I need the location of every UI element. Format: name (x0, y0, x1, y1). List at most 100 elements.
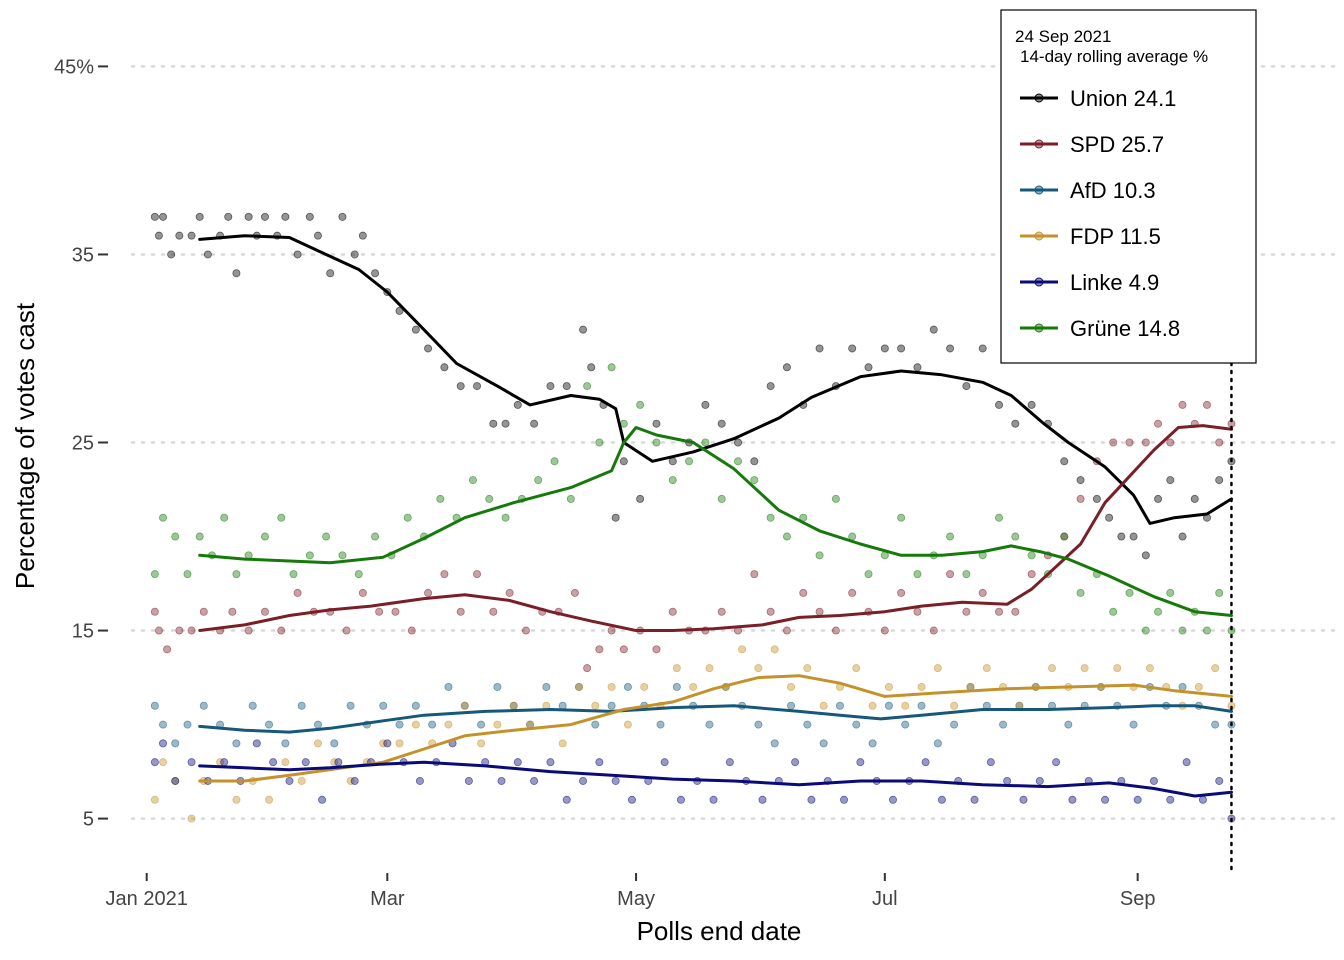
points-afd (150, 682, 1236, 748)
poll-point-union (175, 231, 184, 240)
poll-point-spd (799, 588, 808, 597)
poll-point-linke (1052, 758, 1061, 767)
poll-point-fdp (1113, 664, 1122, 673)
poll-point-fdp (607, 682, 616, 691)
poll-point-fdp (884, 682, 893, 691)
poll-point-grune (583, 382, 592, 391)
poll-point-union (962, 382, 971, 391)
poll-point-fdp (1194, 682, 1203, 691)
poll-point-grune (338, 551, 347, 560)
poll-point-spd (342, 626, 351, 635)
legend-key-point-grune (1034, 323, 1044, 333)
poll-point-linke (546, 758, 555, 767)
poll-point-grune (322, 532, 331, 541)
trend-line-linke (198, 760, 1233, 798)
legend-label-union: Union 24.1 (1070, 86, 1176, 111)
poll-point-fdp (819, 701, 828, 710)
poll-point-union (750, 457, 759, 466)
poll-point-afd (199, 701, 208, 710)
poll-point-union (717, 419, 726, 428)
poll-point-linke (252, 739, 261, 748)
poll-point-union (224, 212, 233, 221)
poll-point-linke (497, 776, 506, 785)
poll-point-union (326, 269, 335, 278)
poll-point-linke (159, 739, 168, 748)
points-union (150, 212, 1236, 560)
legend-key-point-spd (1034, 139, 1044, 149)
poll-point-union (995, 400, 1004, 409)
poll-point-union (159, 212, 168, 221)
poll-point-linke (1215, 776, 1224, 785)
poll-point-union (1076, 476, 1085, 485)
poll-point-afd (159, 720, 168, 729)
poll-point-union (440, 363, 449, 372)
poll-point-grune (501, 513, 510, 522)
poll-point-afd (411, 701, 420, 710)
poll-point-grune (701, 438, 710, 447)
poll-point-grune (607, 363, 616, 372)
poll-point-grune (1125, 588, 1134, 597)
poll-point-afd (395, 720, 404, 729)
legend-label-spd: SPD 25.7 (1070, 132, 1164, 157)
legend-key-point-afd (1034, 185, 1044, 195)
poll-point-union (473, 382, 482, 391)
poll-point-afd (542, 682, 551, 691)
poll-point-union (897, 344, 906, 353)
poll-point-union (489, 419, 498, 428)
poll-point-fdp (803, 664, 812, 673)
poll-point-spd (848, 588, 857, 597)
poll-point-afd (835, 701, 844, 710)
poll-point-afd (428, 720, 437, 729)
poll-point-spd (607, 626, 616, 635)
poll-point-grune (305, 551, 314, 560)
poll-point-spd (489, 607, 498, 616)
poll-point-union (1092, 494, 1101, 503)
poll-point-linke (513, 758, 522, 767)
poll-point-union (546, 382, 555, 391)
poll-point-grune (289, 570, 298, 579)
poll-point-linke (970, 795, 979, 804)
poll-point-grune (897, 513, 906, 522)
poll-point-spd (880, 626, 889, 635)
gridlines (130, 65, 1342, 820)
poll-point-grune (782, 532, 791, 541)
poll-point-spd (717, 607, 726, 616)
poll-point-fdp (591, 701, 600, 710)
poll-point-spd (407, 626, 416, 635)
poll-point-spd (1166, 438, 1175, 447)
poll-point-fdp (313, 739, 322, 748)
poll-point-spd (199, 607, 208, 616)
poll-point-spd (175, 626, 184, 635)
poll-point-fdp (672, 664, 681, 673)
poll-point-spd (1141, 438, 1150, 447)
poll-point-afd (265, 720, 274, 729)
poll-point-spd (1125, 438, 1134, 447)
poll-point-afd (819, 739, 828, 748)
poll-point-linke (807, 795, 816, 804)
poll-point-fdp (754, 664, 763, 673)
poll-point-grune (962, 570, 971, 579)
x-tick-label-jan-2021: Jan 2021 (106, 888, 188, 910)
poll-point-afd (444, 682, 453, 691)
trend-lines (198, 234, 1233, 798)
y-axis: 5 15 25 35 45% (54, 56, 108, 831)
poll-point-union (371, 269, 380, 278)
poll-point-grune (354, 570, 363, 579)
y-tick-label-45: 45% (54, 56, 94, 78)
poll-point-afd (183, 720, 192, 729)
poll-point-afd (1178, 682, 1187, 691)
poll-point-spd (750, 570, 759, 579)
poll-point-grune (913, 570, 922, 579)
poll-point-afd (999, 720, 1008, 729)
points-spd (150, 400, 1236, 673)
poll-point-linke (150, 758, 159, 767)
poll-point-linke (220, 758, 229, 767)
poll-point-union (1129, 532, 1138, 541)
legend-key-point-linke (1034, 277, 1044, 287)
poll-point-union (456, 382, 465, 391)
poll-point-linke (725, 758, 734, 767)
poll-point-afd (558, 701, 567, 710)
poll-point-fdp (705, 664, 714, 673)
poll-point-grune (1215, 588, 1224, 597)
